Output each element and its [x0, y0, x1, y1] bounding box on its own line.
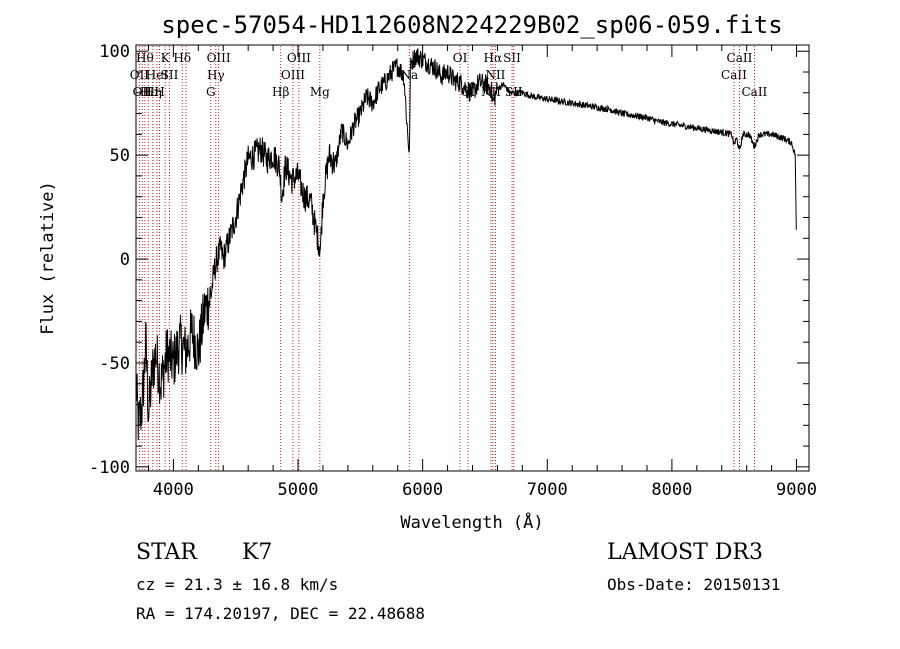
spectral-line-markers: OIIOIIHθHεHηHeIHKSIIHδGHγOIIIHβOIIIOIIIM… — [130, 46, 768, 470]
x-tick-label: 6000 — [402, 480, 443, 500]
flux-series-line — [135, 48, 797, 441]
plot-frame — [135, 44, 810, 472]
x-tick-label: 4000 — [153, 480, 194, 500]
coordinates-readout: RA = 174.20197, DEC = 22.48688 — [136, 604, 425, 623]
spectral-line-label: CaII — [741, 85, 767, 99]
spectral-line-label: SII — [503, 51, 521, 65]
x-tick-label: 7000 — [527, 480, 568, 500]
spectral-line-label: K — [161, 51, 171, 65]
y-tick-label: -100 — [89, 458, 130, 478]
spectral-line-label: H — [154, 85, 164, 99]
spectral-line-label: Mg — [310, 85, 330, 99]
y-tick-label: -50 — [99, 354, 130, 374]
spectral-line-label: OI — [453, 51, 468, 65]
chart-title: spec-57054-HD112608N224229B02_sp06-059.f… — [161, 11, 782, 39]
spectral-line-label: G — [206, 85, 216, 99]
spectral-line-label: NII — [485, 68, 505, 82]
spectral-line-label: CaII — [727, 51, 753, 65]
spectral-line-label: Hθ — [136, 51, 154, 65]
observation-date: Obs-Date: 20150131 — [607, 575, 781, 594]
spectral-line-label: SII — [161, 68, 179, 82]
x-tick-label: 9000 — [776, 480, 817, 500]
y-tick-label: 100 — [99, 42, 130, 62]
spectral-line-label: OII — [130, 68, 150, 82]
x-tick-label: 8000 — [651, 480, 692, 500]
x-tick-label: 5000 — [278, 480, 319, 500]
spectral-line-label: OIII — [281, 68, 305, 82]
x-axis-label: Wavelength (Å) — [400, 511, 543, 533]
spectral-line-label: Na — [400, 68, 418, 82]
spectral-line-label: CaII — [721, 68, 747, 82]
spectral-line-label: OII — [133, 85, 153, 99]
spectral-line-label: Hδ — [173, 51, 191, 65]
spectral-line-label: OIII — [287, 51, 311, 65]
spectral-line-label: Hγ — [207, 68, 225, 82]
spectral-line-label: HeI — [146, 68, 169, 82]
spectral-line-label: Hα — [484, 51, 503, 65]
spectral-line-label: Hβ — [272, 85, 289, 99]
object-subclass: K7 — [242, 540, 273, 565]
survey-name: LAMOST DR3 — [607, 540, 763, 565]
object-class: STAR — [136, 540, 197, 565]
y-tick-label: 50 — [110, 146, 130, 166]
redshift-readout: cz = 21.3 ± 16.8 km/s — [136, 575, 339, 594]
spectral-line-label: OIII — [207, 51, 231, 65]
y-tick-label: 0 — [120, 250, 130, 270]
axes: 4000 5000 6000 7000 8000 9000 -100 -50 0 50 100 — [89, 42, 817, 500]
y-axis-label: Flux (relative) — [38, 181, 58, 335]
